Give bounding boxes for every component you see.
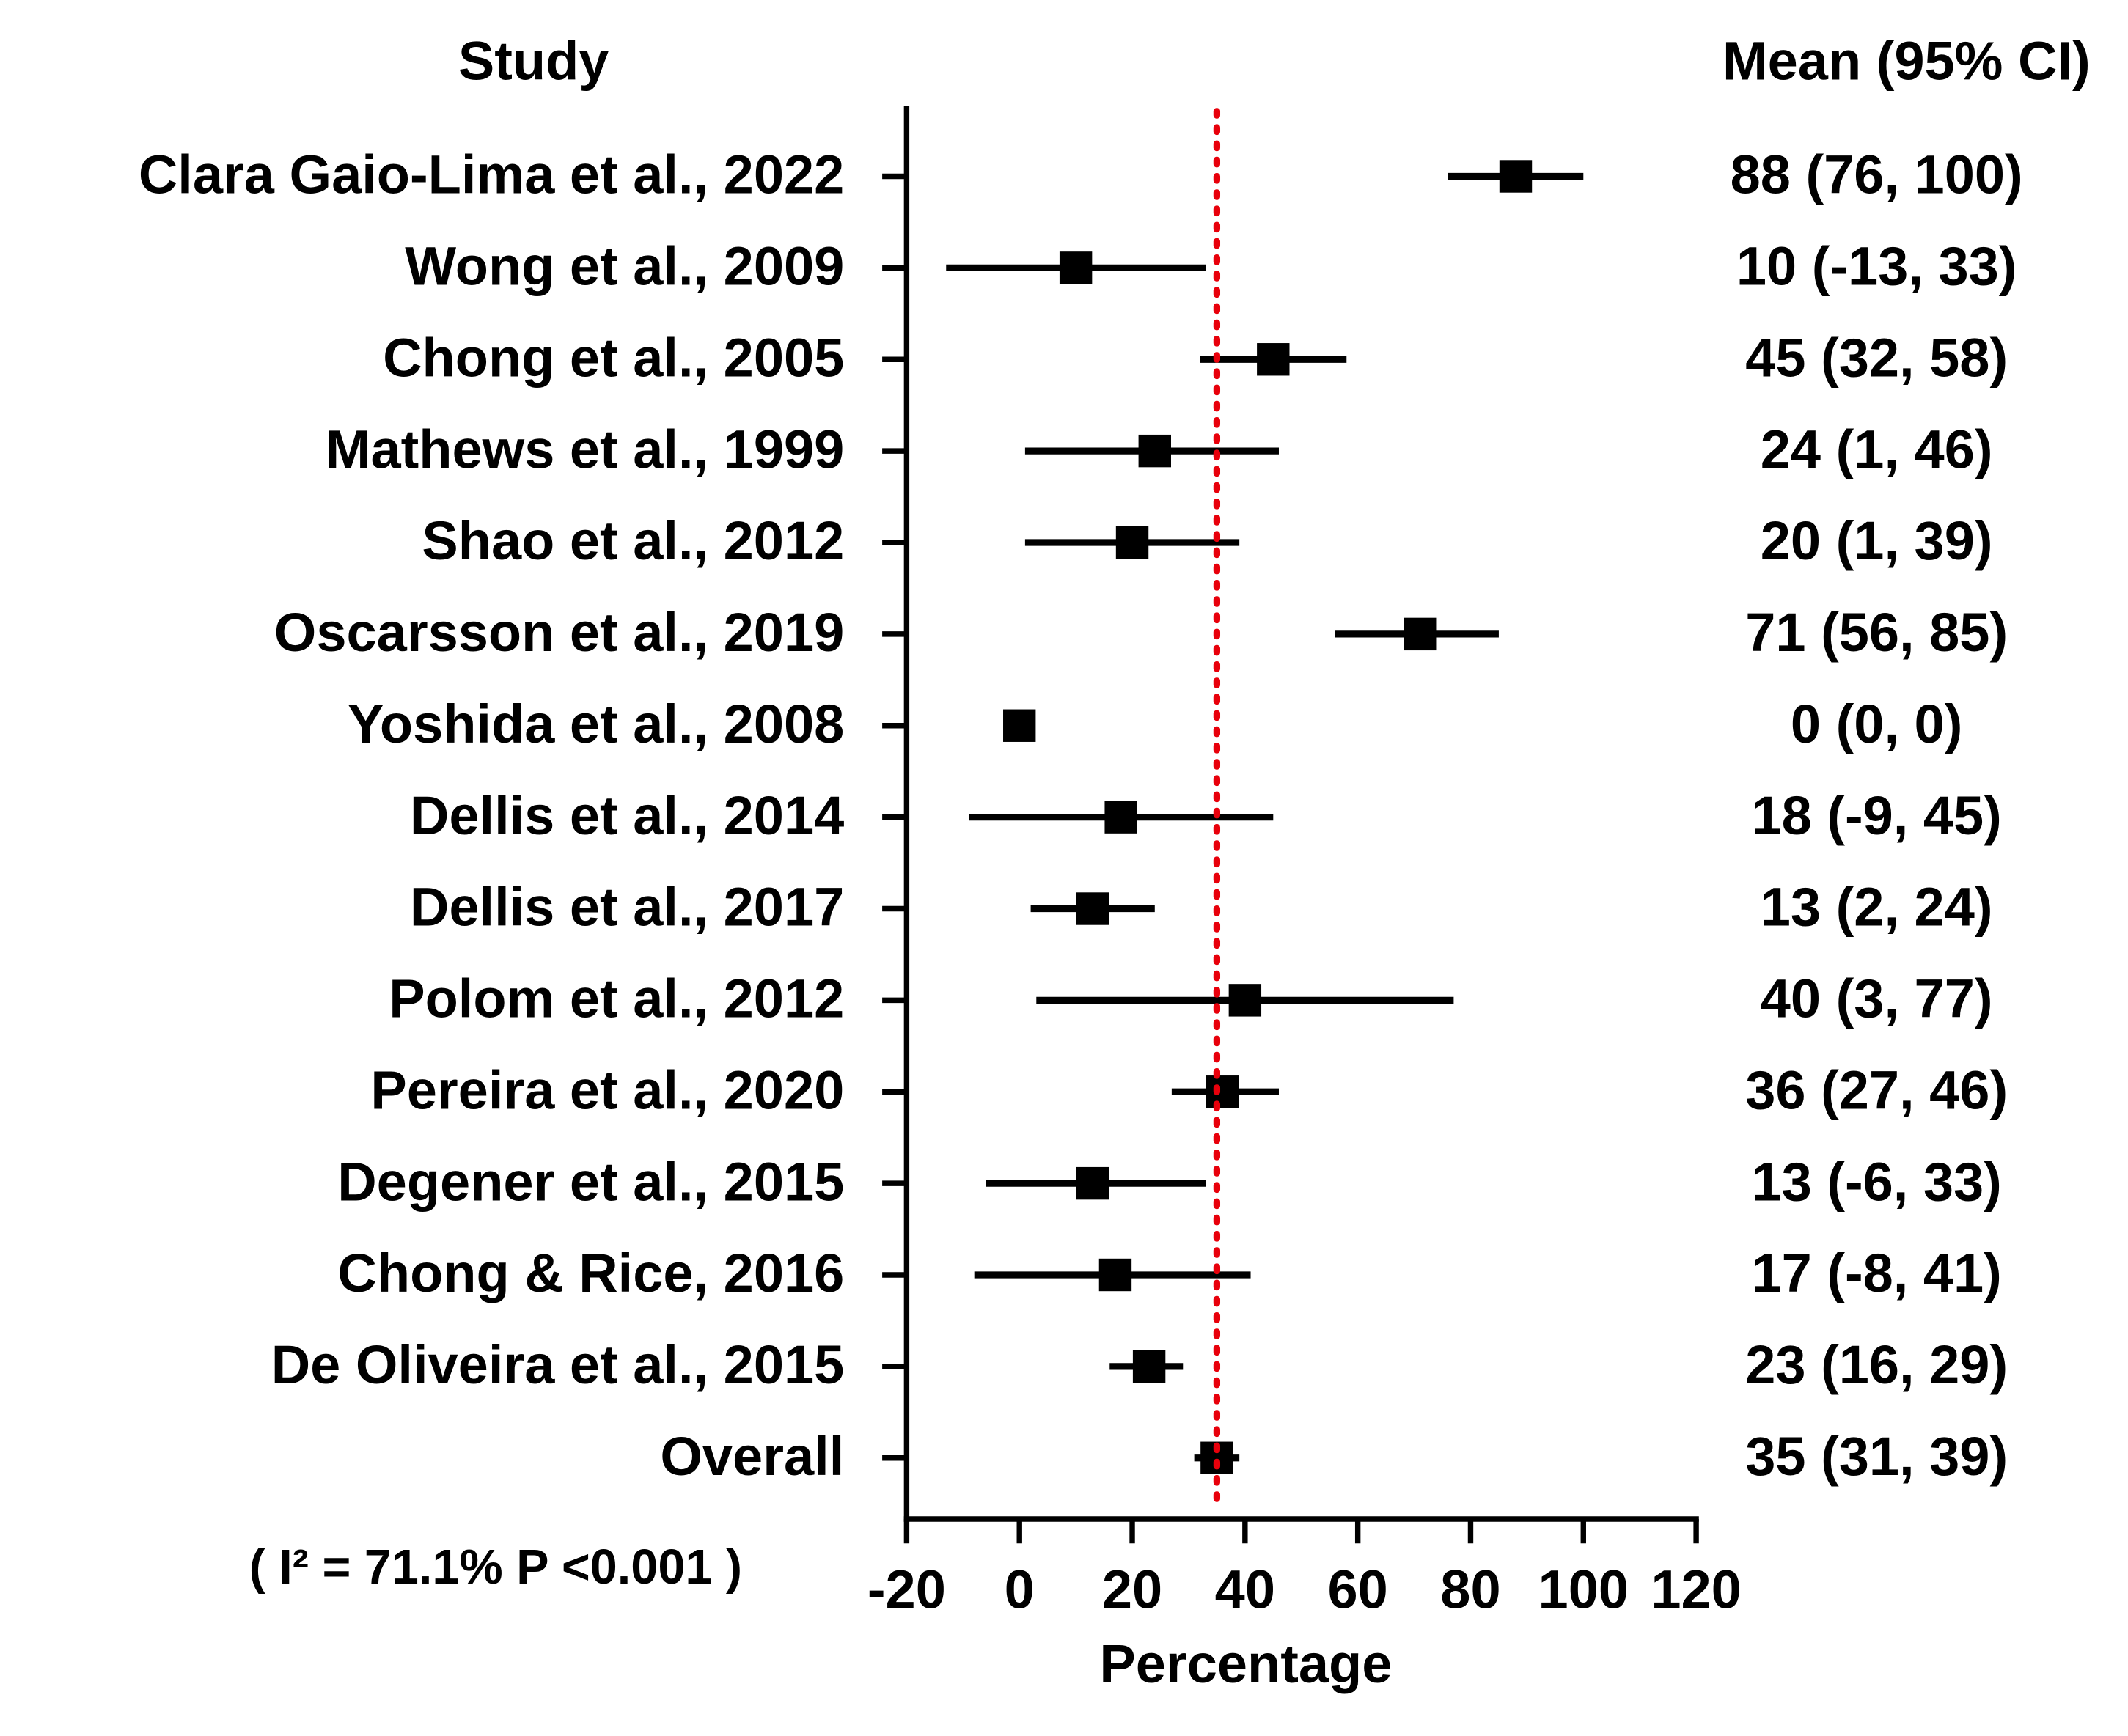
ci-label: 20 (1, 39)	[1761, 510, 1993, 571]
mean-marker	[1003, 709, 1036, 742]
mean-marker	[1104, 801, 1137, 834]
ci-label: 18 (-9, 45)	[1751, 785, 2001, 846]
study-header: Study	[458, 30, 609, 91]
ci-label: 35 (31, 39)	[1745, 1426, 2008, 1487]
study-label: Dellis et al., 2017	[410, 877, 844, 938]
mean-marker	[1499, 160, 1533, 193]
ci-label: 36 (27, 46)	[1745, 1059, 2008, 1120]
mean-marker	[1076, 1166, 1109, 1200]
x-tick-label: 80	[1440, 1559, 1500, 1619]
ci-label: 10 (-13, 33)	[1736, 236, 2017, 297]
study-label: Degener et al., 2015	[337, 1151, 844, 1212]
study-label: Wong et al., 2009	[405, 236, 844, 297]
x-tick-label: 120	[1651, 1559, 1741, 1619]
study-label: De Oliveira et al., 2015	[271, 1334, 845, 1395]
x-axis-label: Percentage	[1099, 1633, 1392, 1694]
study-label: Mathews et al., 1999	[326, 419, 844, 479]
mean-marker	[1228, 984, 1262, 1017]
ci-label: 24 (1, 46)	[1761, 419, 1993, 479]
x-tick-label: 20	[1102, 1559, 1162, 1619]
ci-label: 13 (2, 24)	[1761, 877, 1993, 938]
x-tick-label: 100	[1538, 1559, 1629, 1619]
ci-label: 23 (16, 29)	[1745, 1334, 2008, 1395]
ci-label: 0 (0, 0)	[1791, 694, 1962, 754]
ci-label: 40 (3, 77)	[1761, 968, 1993, 1029]
mean-marker	[1098, 1258, 1132, 1292]
ci-label: 45 (32, 58)	[1745, 327, 2008, 388]
x-tick-label: 0	[1005, 1559, 1035, 1619]
study-label: Chong & Rice, 2016	[337, 1243, 844, 1303]
mean-marker	[1059, 251, 1093, 284]
ci-label: 13 (-6, 33)	[1751, 1151, 2001, 1212]
ci-header: Mean (95% CI)	[1722, 30, 2091, 91]
heterogeneity-note: ( I² = 71.1% P <0.001 )	[249, 1540, 743, 1595]
mean-marker	[1132, 1350, 1166, 1383]
ci-label: 71 (56, 85)	[1745, 602, 2008, 663]
study-label: Oscarsson et al., 2019	[274, 602, 844, 663]
x-tick-label: 60	[1328, 1559, 1388, 1619]
mean-marker	[1404, 617, 1437, 651]
study-label: Dellis et al., 2014	[410, 785, 844, 846]
mean-marker	[1206, 1075, 1239, 1108]
study-label: Overall	[660, 1426, 844, 1487]
study-label: Polom et al., 2012	[389, 968, 844, 1029]
mean-marker	[1115, 526, 1149, 559]
ci-label: 88 (76, 100)	[1731, 144, 2023, 205]
x-tick-label: 40	[1215, 1559, 1275, 1619]
study-label: Pereira et al., 2020	[370, 1059, 844, 1120]
study-label: Chong et al., 2005	[383, 327, 844, 388]
study-label: Shao et al., 2012	[422, 510, 844, 571]
x-tick-label: -20	[867, 1559, 946, 1619]
mean-marker	[1257, 343, 1290, 376]
ci-label: 17 (-8, 41)	[1751, 1243, 2001, 1303]
study-label: Clara Gaio-Lima et al., 2022	[139, 144, 844, 205]
study-label: Yoshida et al., 2008	[348, 694, 844, 754]
mean-marker	[1076, 892, 1109, 925]
mean-marker	[1138, 434, 1171, 468]
